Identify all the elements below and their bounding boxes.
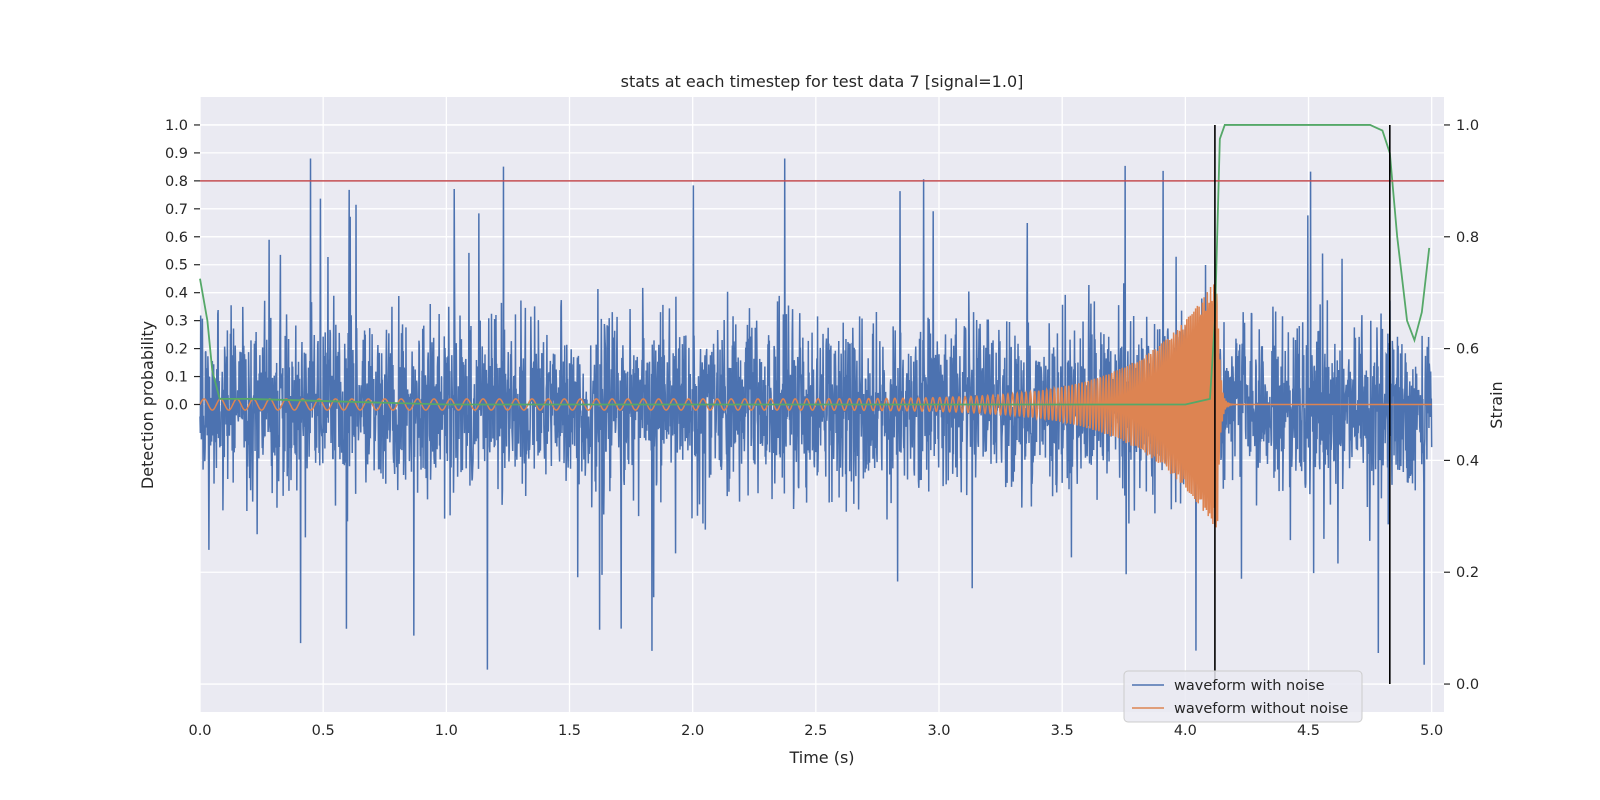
x-tick-label: 4.5	[1297, 723, 1320, 739]
left-tick-label: 0.3	[165, 314, 188, 330]
x-tick-label: 3.0	[927, 723, 950, 739]
right-tick-label: 1.0	[1456, 118, 1479, 134]
right-tick-label: 0.6	[1456, 342, 1479, 358]
left-tick-label: 0.9	[165, 146, 188, 162]
x-tick-label: 3.5	[1051, 723, 1074, 739]
right-tick-label: 0.0	[1456, 677, 1479, 693]
right-tick-label: 0.2	[1456, 565, 1479, 581]
series-waveform-with-noise	[199, 158, 1433, 670]
left-tick-label: 0.7	[165, 202, 188, 218]
x-tick-label: 2.0	[681, 723, 704, 739]
axes: 0.0 0.5 1.0 1.5 2.0 2.5 3.0 3.5 4.0 4.5 5.0 0.0 0.1 0…	[165, 118, 1479, 739]
x-tick-label: 2.5	[804, 723, 827, 739]
x-tick-label: 0.5	[312, 723, 335, 739]
left-tick-label: 1.0	[165, 118, 188, 134]
left-tick-label: 0.1	[165, 370, 188, 386]
left-tick-label: 0.0	[165, 398, 188, 414]
x-tick-label: 1.0	[435, 723, 458, 739]
left-tick-label: 0.5	[165, 258, 188, 274]
left-tick-label: 0.4	[165, 286, 188, 302]
x-axis-label: Time (s)	[788, 748, 854, 767]
legend-label-noise: waveform with noise	[1174, 678, 1325, 694]
legend: waveform with noise waveform without noi…	[1123, 670, 1363, 723]
marker-layer	[200, 124, 1444, 685]
left-tick-label: 0.2	[165, 342, 188, 358]
series-waveform-without-noise	[199, 281, 1432, 528]
chart-title: stats at each timestep for test data 7 […	[621, 72, 1024, 91]
x-tick-label: 5.0	[1420, 723, 1443, 739]
x-tick-label: 4.0	[1174, 723, 1197, 739]
left-tick-label: 0.8	[165, 174, 188, 190]
right-tick-label: 0.4	[1456, 453, 1479, 469]
legend-label-clean: waveform without noise	[1174, 701, 1348, 717]
left-tick-label: 0.6	[165, 230, 188, 246]
right-tick-label: 0.8	[1456, 230, 1479, 246]
x-tick-label: 1.5	[558, 723, 581, 739]
left-y-axis-label: Detection probability	[138, 321, 157, 489]
series-layer	[199, 124, 1433, 670]
right-y-axis-label: Strain	[1487, 381, 1506, 428]
series-detection-probability	[199, 124, 1431, 406]
x-tick-label: 0.0	[188, 723, 211, 739]
legend-box	[1123, 670, 1363, 723]
